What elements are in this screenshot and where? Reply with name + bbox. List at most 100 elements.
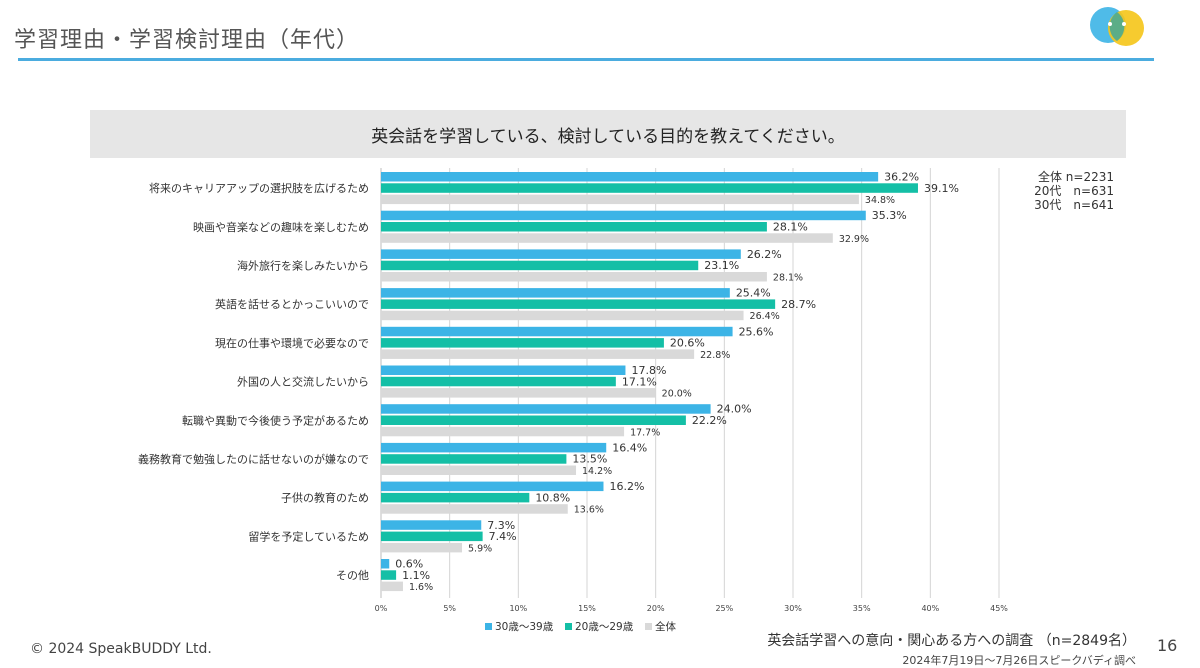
category-label: 留学を予定しているため [248, 529, 369, 543]
bar [381, 388, 656, 398]
bar [381, 272, 767, 282]
data-label: 23.1% [704, 259, 739, 272]
data-label: 0.6% [395, 558, 423, 571]
data-label: 17.1% [622, 375, 657, 388]
sample-size-20s: 20代 n=631 [1034, 184, 1114, 198]
category-label: 外国の人と交流したいから [237, 375, 369, 389]
x-tick-label: 30% [784, 604, 802, 613]
data-label: 22.8% [700, 350, 730, 361]
page-title: 学習理由・学習検討理由（年代） [14, 28, 360, 53]
survey-note: 英会話学習への意向・関心ある方への調査 （n=2849名） 2024年7月19日… [767, 630, 1136, 668]
category-label: 映画や音楽などの趣味を楽しむため [193, 220, 369, 234]
survey-title: 英会話学習への意向・関心ある方への調査 （n=2849名） [767, 633, 1136, 649]
category-label: 転職や異動で今後使う予定があるため [182, 413, 369, 427]
data-label: 5.9% [468, 543, 492, 554]
bar [381, 504, 568, 514]
data-label: 22.2% [692, 414, 727, 427]
data-label: 26.2% [747, 248, 782, 261]
data-label: 32.9% [839, 234, 869, 245]
bar [381, 426, 625, 437]
speakbuddy-logo-icon [1090, 7, 1144, 46]
data-label: 20.0% [662, 389, 692, 400]
data-label: 25.6% [739, 325, 774, 338]
data-label: 7.3% [487, 519, 515, 532]
bar [381, 442, 607, 453]
data-label: 25.4% [736, 287, 771, 300]
category-label: その他 [336, 569, 369, 582]
question-banner: 英会話を学習している、検討している目的を教えてください。 [90, 110, 1126, 158]
sample-size-box: 全体 n=2231 20代 n=631 30代 n=641 [1000, 170, 1114, 212]
bar [381, 492, 530, 503]
legend-swatch [485, 623, 492, 630]
data-label: 1.1% [402, 569, 430, 582]
x-tick-label: 15% [578, 604, 596, 613]
x-tick-label: 20% [647, 604, 665, 613]
data-label: 34.8% [865, 195, 895, 206]
sample-size-30s: 30代 n=641 [1034, 198, 1114, 212]
x-tick-label: 0% [375, 604, 388, 613]
data-label: 20.6% [670, 337, 705, 350]
bar [381, 310, 744, 321]
data-label: 13.6% [574, 505, 604, 516]
bar [381, 288, 730, 298]
legend-swatch [565, 623, 572, 630]
legend-label: 30歳〜39歳 [495, 621, 554, 633]
page-number: 16 [1157, 636, 1178, 655]
bar [381, 194, 859, 205]
bar-chart: 0% 5% 10% 15% 20% 25% 30% 35% 40% 45% 将来のキャリアアップの選… [138, 168, 1008, 633]
data-label: 16.2% [609, 480, 644, 493]
data-label: 10.8% [535, 491, 570, 504]
title-divider [18, 58, 1154, 61]
category-label: 義務教育で勉強したのに話せないのが嫌なので [138, 452, 369, 466]
data-label: 7.4% [489, 530, 517, 543]
survey-date: 2024年7月19日〜7月26日スピークバディ調べ [902, 654, 1136, 667]
sample-size-total: 全体 n=2231 [1037, 170, 1114, 184]
bar [381, 349, 695, 359]
bar [381, 233, 833, 243]
x-tick-label: 35% [853, 604, 871, 613]
question-text: 英会話を学習している、検討している目的を教えてください。 [371, 126, 845, 147]
data-label: 24.0% [717, 403, 752, 416]
bar [381, 210, 866, 221]
data-label: 39.1% [924, 182, 959, 195]
data-label: 36.2% [884, 171, 919, 184]
x-tick-label: 10% [509, 604, 527, 613]
data-label: 26.4% [750, 311, 780, 322]
bar [381, 365, 626, 375]
bar [381, 260, 699, 271]
data-label: 16.4% [612, 441, 647, 454]
category-label: 将来のキャリアアップの選択肢を広げるため [149, 181, 369, 195]
bar [381, 338, 664, 348]
x-tick-label: 40% [921, 604, 939, 613]
copyright: © 2024 SpeakBUDDY Ltd. [30, 641, 212, 657]
category-label: 現在の仕事や環境で必要なので [215, 336, 369, 350]
bar [381, 326, 733, 337]
bar [381, 376, 616, 387]
bar [381, 559, 390, 569]
category-label: 子供の教育のため [281, 491, 369, 505]
bar [381, 299, 776, 309]
bar [381, 415, 686, 425]
data-label: 35.3% [872, 209, 907, 222]
bar [381, 520, 482, 530]
bar [381, 172, 879, 182]
data-label: 17.7% [630, 427, 660, 438]
bar [381, 222, 767, 232]
x-tick-label: 25% [715, 604, 733, 613]
legend-label: 全体 [655, 620, 676, 633]
data-label: 14.2% [582, 466, 612, 477]
legend-label: 20歳〜29歳 [575, 621, 634, 633]
bar [381, 183, 918, 193]
bar [381, 249, 741, 259]
legend-swatch [645, 623, 652, 630]
x-tick-label: 5% [443, 604, 456, 613]
data-label: 1.6% [409, 582, 433, 593]
bar [381, 581, 403, 592]
x-tick-label: 45% [990, 604, 1008, 613]
bar [381, 404, 711, 414]
data-label: 28.7% [781, 298, 816, 311]
bar [381, 481, 604, 492]
category-label: 海外旅行を楽しみたいから [237, 258, 369, 272]
data-label: 17.8% [631, 364, 666, 377]
category-label: 英語を話せるとかっこいいので [215, 297, 369, 311]
